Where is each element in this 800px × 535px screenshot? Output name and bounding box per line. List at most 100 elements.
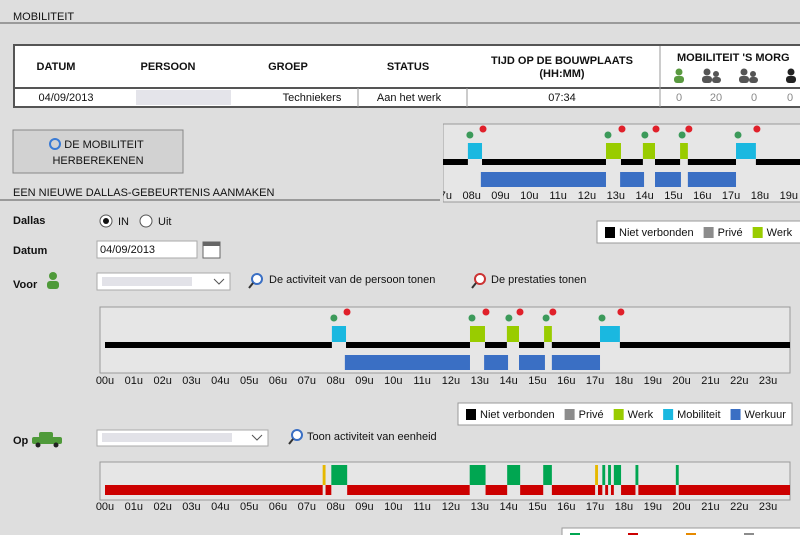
hour-label: 14u — [635, 190, 653, 202]
hour-label: 02u — [153, 501, 171, 513]
hour-label: 05u — [240, 501, 258, 513]
hour-label: 15u — [528, 375, 546, 387]
hour-label: 16u — [557, 375, 575, 387]
hour-label: 04u — [211, 501, 229, 513]
hour-label: 07u — [298, 375, 316, 387]
button-label[interactable]: DE MOBILITEIT — [64, 139, 144, 151]
field-label: Voor — [13, 279, 38, 291]
hour-label: 14u — [499, 375, 517, 387]
hour-label: 12u — [578, 190, 596, 202]
hour-label: 17u — [586, 501, 604, 513]
hour-label: 10u — [384, 501, 402, 513]
legend-label: Werk — [628, 409, 654, 421]
summary-table: DATUM PERSOON GROEP STATUS TIJD OP DE BO… — [13, 44, 800, 108]
offline-gap — [544, 342, 552, 348]
hour-label: 10u — [520, 190, 538, 202]
activity-segment — [736, 143, 756, 159]
legend-label: Privé — [579, 409, 604, 421]
vehicle-segment — [507, 465, 521, 485]
vehicle-gap — [635, 485, 639, 495]
hour-label: 12u — [442, 501, 460, 513]
calendar-icon-top — [203, 242, 220, 246]
vehicle-timeline: 00u 01u 02u 03u 04u 05u 06u 07u 08u 09u 10u 11u 12u 1… — [96, 461, 791, 513]
count-cell: 0 — [787, 92, 793, 104]
vehicle-gap — [675, 485, 679, 495]
offline-gap — [469, 342, 485, 348]
legend-swatch — [686, 533, 696, 535]
radio-uit[interactable] — [139, 214, 153, 228]
hour-label: 16u — [557, 501, 575, 513]
vehicle-segment — [595, 465, 598, 485]
hour-label: 13u — [471, 375, 489, 387]
hour-label: 21u — [701, 501, 719, 513]
cell: Techniekers — [283, 92, 342, 104]
vehicle-gap — [331, 485, 348, 495]
end-dot — [516, 308, 524, 316]
section-title: MOBILITEIT — [13, 11, 74, 23]
legend-label: Mobiliteit — [677, 409, 720, 421]
offline-gap — [467, 159, 483, 165]
legend-swatch — [628, 533, 638, 535]
date-value[interactable]: 04/09/2013 — [100, 244, 155, 256]
vehicle-segment — [469, 465, 486, 485]
radio-dot — [103, 218, 109, 224]
start-dot — [505, 314, 513, 322]
button-frame[interactable] — [12, 129, 184, 174]
start-dot — [734, 131, 742, 139]
search-icon — [471, 273, 486, 289]
search-icon — [288, 429, 303, 445]
vehicle-gap — [595, 485, 598, 495]
link[interactable]: De prestaties tonen — [491, 274, 586, 286]
recalc-button[interactable]: DE MOBILITEIT HERBEREKENEN — [12, 129, 184, 174]
vehicle-line — [105, 485, 790, 495]
legend-swatch — [466, 409, 476, 420]
hour-label: 22u — [730, 375, 748, 387]
end-dot — [479, 125, 487, 133]
calendar-button[interactable] — [202, 241, 221, 259]
button-label[interactable]: HERBEREKENEN — [52, 155, 143, 167]
header-cell: STATUS — [387, 61, 429, 73]
vehicle-gap — [602, 485, 606, 495]
date-input[interactable] — [96, 240, 198, 259]
hour-label: 07u — [434, 190, 452, 202]
vehicle-segment — [331, 465, 348, 485]
hour-label: 18u — [615, 375, 633, 387]
hour-label: 07u — [298, 501, 316, 513]
hour-label: 18u — [615, 501, 633, 513]
activity-segment — [642, 143, 655, 159]
end-dot — [343, 308, 351, 316]
offline-line — [443, 159, 800, 165]
hour-label: 11u — [413, 501, 431, 513]
offline-gap — [506, 342, 519, 348]
link[interactable]: Toon activiteit van eenheid — [307, 431, 437, 443]
count-cell: 20 — [710, 92, 722, 104]
vehicle-gap — [613, 485, 622, 495]
hour-label: 22u — [730, 501, 748, 513]
hour-label: 02u — [153, 375, 171, 387]
person-icon — [47, 272, 59, 289]
header-cell: (HH:MM) — [539, 68, 585, 80]
vehicle-segment — [675, 465, 679, 485]
legend-swatch — [605, 227, 615, 238]
work-hour-segment — [654, 172, 681, 187]
activity-segment — [467, 143, 483, 159]
blurred-name — [102, 277, 192, 286]
activity-segment — [600, 326, 620, 342]
radio-label[interactable]: IN — [118, 216, 129, 228]
radio-label[interactable]: Uit — [158, 216, 171, 228]
offline-gap — [680, 159, 688, 165]
legend-label: Werkuur — [745, 409, 787, 421]
hour-label: 10u — [384, 375, 402, 387]
hour-label: 01u — [125, 375, 143, 387]
legend-swatch — [730, 409, 741, 420]
hour-label: 20u — [672, 501, 690, 513]
vehicle-segment — [322, 465, 326, 485]
link[interactable]: De activiteit van de persoon tonen — [269, 274, 435, 286]
vehicle-segment — [613, 465, 622, 485]
hour-label: 20u — [672, 375, 690, 387]
start-dot — [641, 131, 649, 139]
start-dot — [330, 314, 338, 322]
start-dot — [678, 131, 686, 139]
work-hour-segment — [518, 355, 545, 370]
